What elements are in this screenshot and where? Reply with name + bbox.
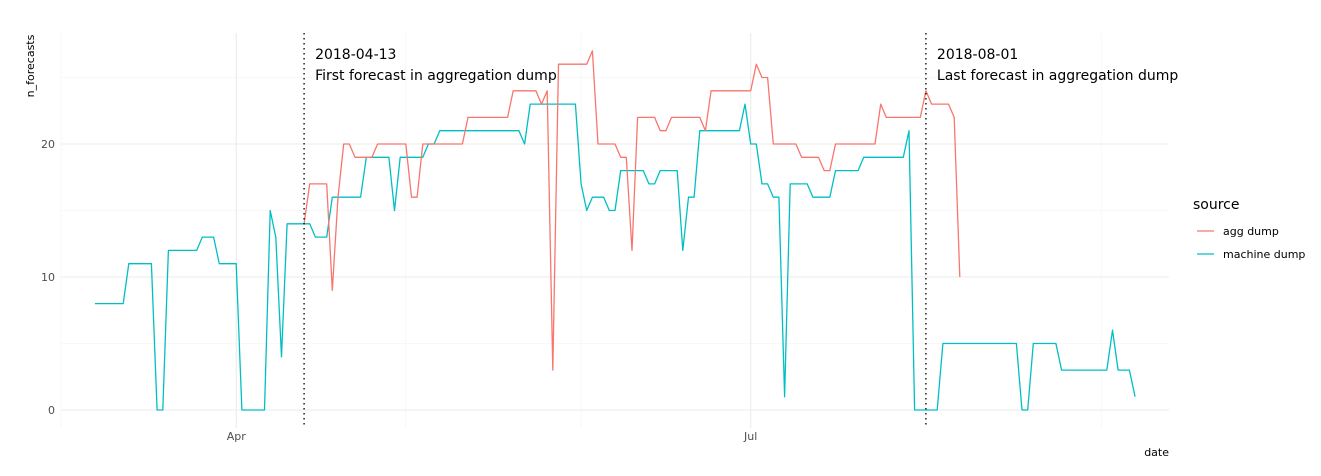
annotation-date-label: 2018-08-01 xyxy=(937,47,1018,63)
y-axis-title: n_forecasts xyxy=(24,34,37,97)
legend-title: source xyxy=(1193,197,1240,213)
annotation-description: First forecast in aggregation dump xyxy=(315,68,557,84)
series-line-agg-dump xyxy=(303,50,961,371)
series-lines xyxy=(94,50,1136,411)
y-tick-label: 20 xyxy=(41,138,55,151)
x-tick-label: Apr xyxy=(227,430,247,443)
legend-label: machine dump xyxy=(1223,248,1305,261)
y-tick-label: 10 xyxy=(41,271,55,284)
x-tick-label: Jul xyxy=(743,430,757,443)
axes: n_forecasts date 0 10 20 Apr Jul xyxy=(24,34,1169,459)
annotation-date-label: 2018-04-13 xyxy=(315,47,396,63)
legend: source agg dump machine dump xyxy=(1193,197,1305,261)
series-line-machine-dump xyxy=(94,103,1136,411)
annotation-description: Last forecast in aggregation dump xyxy=(937,68,1178,84)
annotations: 2018-04-13 First forecast in aggregation … xyxy=(303,33,1178,428)
x-axis-title: date xyxy=(1144,446,1169,459)
legend-label: agg dump xyxy=(1223,225,1279,238)
grid xyxy=(60,33,1169,428)
y-tick-label: 0 xyxy=(48,404,55,417)
